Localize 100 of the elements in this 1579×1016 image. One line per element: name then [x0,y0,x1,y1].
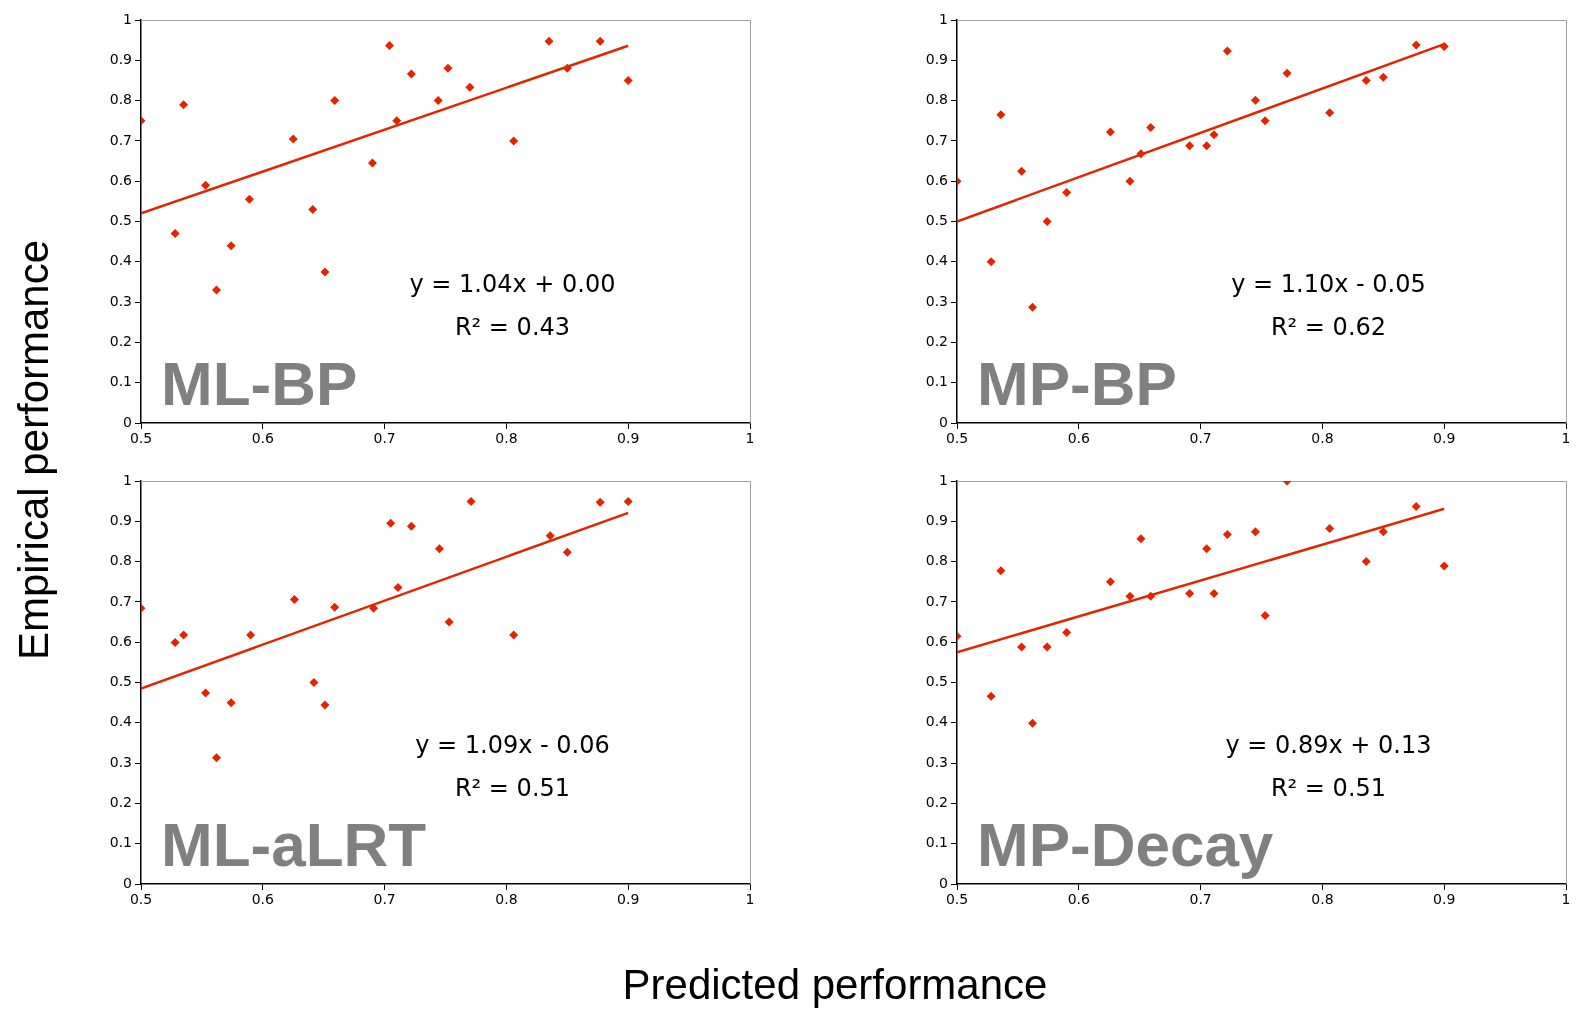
point [1062,187,1072,197]
point [1361,75,1371,85]
y-tick-label: 0.3 [925,292,948,309]
point [1222,530,1232,540]
point [226,241,236,251]
y-tick-label: 0.3 [109,753,132,770]
x-tick-label: 0.6 [251,430,275,447]
y-tick-label: 0.4 [925,252,949,269]
point [1378,72,1388,82]
point [544,36,554,46]
y-tick-label: 0.9 [925,50,948,67]
point [384,40,394,50]
point [1378,527,1388,537]
point [623,75,633,85]
point [170,638,180,648]
y-tick-label: 0.5 [109,673,132,690]
point [986,691,996,701]
point [1260,116,1270,126]
point [1042,642,1052,652]
point [288,134,298,144]
point [986,257,996,267]
y-tick-label: 0.2 [925,794,948,811]
point [1125,591,1135,601]
point [1250,527,1260,537]
x-tick-label: 0.7 [373,430,396,447]
point [1325,524,1335,534]
y-tick-label: 0.2 [109,794,132,811]
point [434,544,444,554]
point [545,531,555,541]
point [212,285,222,295]
x-tick-label: 0.7 [1189,430,1212,447]
x-axis-title: Predicted performance [622,961,1048,1009]
point [246,630,256,640]
y-tick-label: 0.5 [925,673,948,690]
point [1282,68,1292,78]
y-tick-label: 1 [939,10,948,27]
point [433,96,443,106]
y-tick-label: 0 [939,874,948,891]
x-tick-label: 0.7 [1189,891,1212,908]
annotation: R² = 0.62 [1270,312,1387,341]
point [1105,577,1115,587]
x-tick-label: 0.8 [1311,430,1334,447]
point [1146,591,1156,601]
y-tick-label: 0.2 [109,333,132,350]
y-tick-label: 1 [123,10,132,27]
y-tick-label: 1 [939,471,948,488]
point [201,180,211,190]
y-tick-label: 0.9 [109,50,132,67]
y-tick-label: 0.9 [925,511,948,528]
y-tick-label: 0.6 [109,632,133,649]
point [1411,40,1421,50]
point [330,96,340,106]
point [406,69,416,79]
y-tick-label: 0.5 [109,212,132,229]
x-tick-label: 1 [1561,891,1571,908]
y-tick-label: 0.8 [109,91,132,108]
point [562,547,572,557]
point [1411,501,1421,511]
x-tick-label: 0.6 [1067,430,1091,447]
point [179,630,189,640]
y-tick-label: 0.4 [109,252,133,269]
point [1260,611,1270,621]
point [1361,557,1371,567]
point [509,136,519,146]
y-axis-title: Empirical performance [10,239,58,661]
point [1202,544,1212,554]
x-tick-label: 0.8 [495,430,518,447]
x-tick-label: 1 [745,891,755,908]
x-tick-label: 1 [1561,430,1571,447]
y-tick-label: 0.7 [109,592,132,609]
y-tick-label: 0.1 [109,834,132,851]
x-tick-label: 0.6 [1067,891,1091,908]
point [386,518,396,528]
x-tick-label: 0.8 [495,891,518,908]
y-tick-label: 0.6 [925,632,949,649]
point [392,116,402,126]
text: ML-aLRT [161,810,427,879]
x-tick-label: 0.9 [617,430,640,447]
point [1136,534,1146,544]
text: ML-BP [161,349,358,418]
annotation: R² = 0.51 [454,773,571,802]
y-tick-label: 0 [123,874,132,891]
point [308,204,318,214]
point [996,110,1006,120]
point [595,36,605,46]
point [1222,46,1232,56]
point [1017,642,1027,652]
y-tick-label: 0.8 [925,91,948,108]
y-tick-label: 0.1 [925,834,948,851]
y-tick-label: 0.9 [109,511,132,528]
y-tick-label: 0.4 [109,713,133,730]
point [443,63,453,73]
point [179,100,189,110]
point [1028,302,1038,312]
y-tick-label: 0.7 [109,131,132,148]
x-tick-label: 0.9 [617,891,640,908]
point [170,229,180,239]
annotation: R² = 0.43 [454,312,571,341]
point [996,566,1006,576]
x-tick-label: 0.7 [373,891,396,908]
